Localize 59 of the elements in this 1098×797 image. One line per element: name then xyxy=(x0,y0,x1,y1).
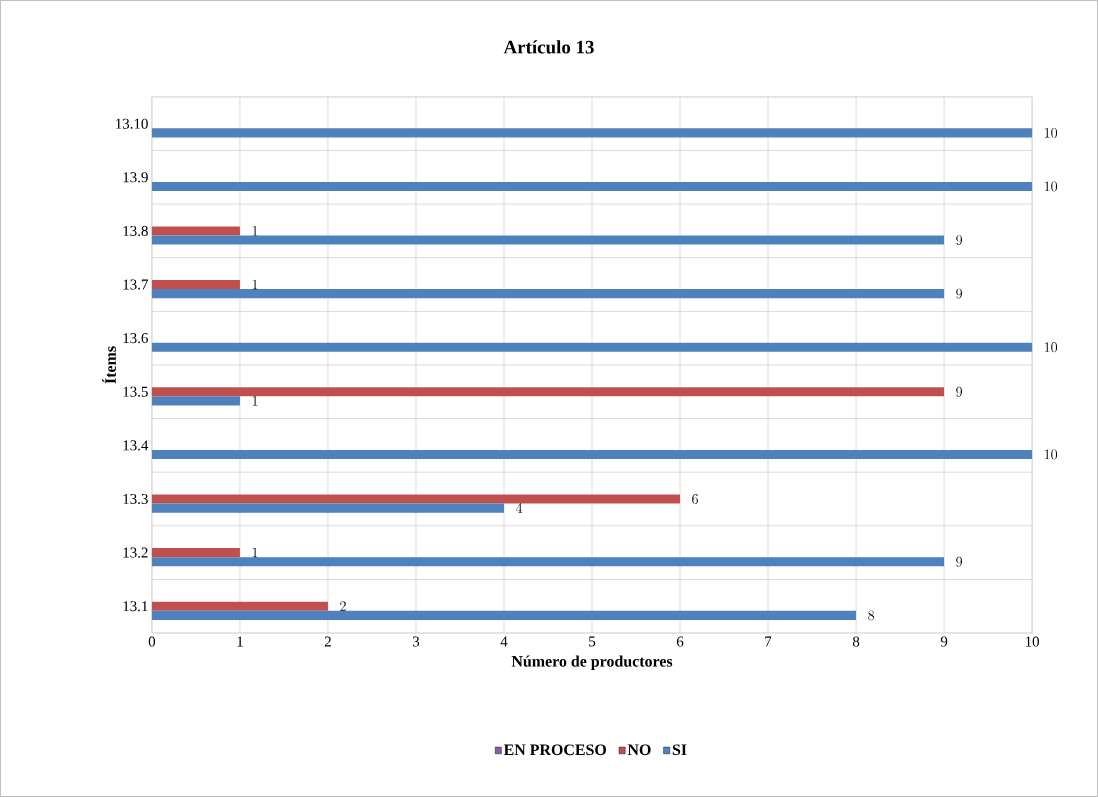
bar xyxy=(151,396,240,406)
bar xyxy=(151,235,945,245)
data-label: 10 xyxy=(1044,342,1058,353)
data-label: 9 xyxy=(956,386,963,397)
x-tick-label: 2 xyxy=(324,636,331,647)
bar xyxy=(151,387,945,397)
x-axis-title: Número de productores xyxy=(511,655,673,670)
y-tick-label: 13.7 xyxy=(123,279,148,290)
x-tick-label: 10 xyxy=(1025,636,1039,647)
y-tick-label: 13.1 xyxy=(123,601,148,612)
legend-label: NO xyxy=(627,744,651,756)
x-tick-label: 5 xyxy=(589,636,596,647)
data-label: 6 xyxy=(692,494,698,504)
bar xyxy=(151,226,240,236)
bar xyxy=(151,601,328,611)
bar xyxy=(151,181,1033,192)
y-tick-label: 13.4 xyxy=(123,440,149,451)
bar xyxy=(151,289,945,299)
x-tick-label: 6 xyxy=(676,636,684,647)
bar xyxy=(151,610,857,620)
data-label: 10 xyxy=(1044,181,1058,192)
x-tick-label: 0 xyxy=(148,636,156,647)
bar xyxy=(151,548,240,558)
data-label: 9 xyxy=(956,556,963,567)
y-tick-label: 13.5 xyxy=(123,386,148,397)
data-label: 10 xyxy=(1044,127,1058,138)
bar xyxy=(151,557,945,567)
y-tick-label: 13.2 xyxy=(123,547,148,558)
y-axis-title: Ítems xyxy=(102,346,116,384)
y-tick-label: 13.3 xyxy=(123,493,148,505)
y-tick-label: 13.8 xyxy=(123,225,148,237)
x-tick-label: 9 xyxy=(940,636,948,647)
x-tick-label: 7 xyxy=(765,636,772,647)
legend-label: SI xyxy=(672,744,687,756)
data-label: 4 xyxy=(515,503,523,513)
data-label: 8 xyxy=(868,610,875,621)
x-tick-label: 1 xyxy=(237,636,243,647)
data-label: 1 xyxy=(252,547,258,558)
x-tick-label: 3 xyxy=(412,636,420,647)
data-label: 10 xyxy=(1044,449,1058,460)
chart-title: Artículo 13 xyxy=(503,40,594,54)
y-tick-label: 13.9 xyxy=(123,172,148,183)
data-label: 1 xyxy=(252,396,258,406)
bar xyxy=(151,449,1033,460)
bar xyxy=(151,494,681,504)
bar xyxy=(151,503,504,513)
data-label: 9 xyxy=(956,288,963,299)
y-tick-label: 13.6 xyxy=(123,333,148,344)
x-tick-label: 4 xyxy=(500,636,508,647)
y-tick-label: 13.10 xyxy=(116,118,148,129)
data-label: 2 xyxy=(340,601,346,611)
legend-label: EN PROCESO xyxy=(503,744,607,756)
data-label: 1 xyxy=(252,279,258,290)
bar xyxy=(151,128,1033,138)
x-tick-label: 8 xyxy=(852,636,860,647)
bar xyxy=(151,342,1033,352)
data-label: 1 xyxy=(252,226,258,236)
bar xyxy=(151,280,240,290)
data-label: 9 xyxy=(956,235,963,246)
